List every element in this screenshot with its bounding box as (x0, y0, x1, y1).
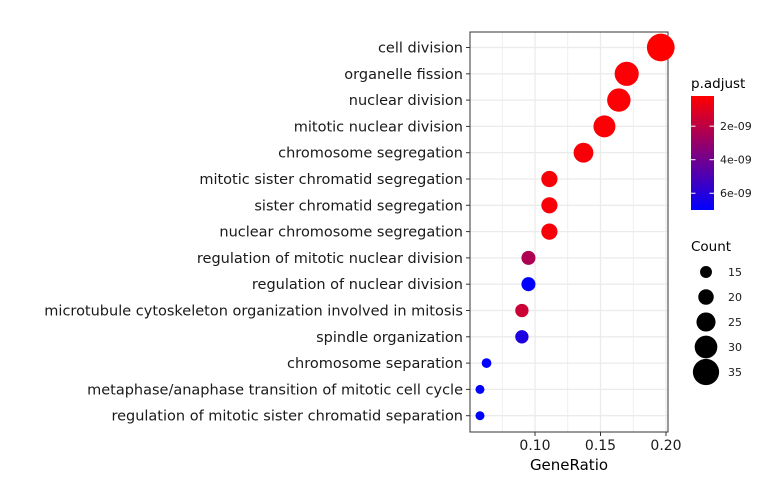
data-point (614, 61, 639, 86)
color-legend-label: 6e-09 (720, 187, 752, 200)
y-tick-label: sister chromatid segregation (254, 198, 463, 214)
y-tick-label: regulation of mitotic nuclear division (197, 251, 463, 267)
size-legend-circle (696, 312, 716, 332)
data-point (593, 115, 616, 138)
size-legend-label: 25 (728, 316, 742, 329)
data-point (521, 277, 536, 292)
size-legend-label: 30 (728, 341, 742, 354)
size-legend-label: 35 (728, 366, 742, 379)
data-point (541, 197, 558, 214)
x-tick-label: 0.10 (519, 438, 550, 454)
x-tick-label: 0.15 (585, 438, 616, 454)
size-legend-label: 15 (728, 266, 742, 279)
y-tick-label: chromosome separation (287, 356, 463, 372)
plot-area: cell division organelle fission nuclear di… (44, 31, 682, 474)
data-point (541, 223, 558, 240)
data-point (607, 88, 631, 112)
y-tick-label: metaphase/anaphase transition of mitotic… (87, 382, 463, 398)
y-tick-label: regulation of mitotic sister chromatid s… (111, 409, 463, 425)
data-point (646, 33, 675, 62)
x-axis-title: GeneRatio (530, 456, 608, 474)
color-legend-title: p.adjust (691, 76, 745, 92)
size-legend-circle (698, 289, 714, 305)
y-tick-label: organelle fission (344, 67, 463, 83)
legend-area: p.adjust 2e-09 4e-09 6e-09 Count 15 20 25 30 35 (691, 76, 752, 386)
color-bar (691, 96, 714, 210)
data-point (541, 170, 558, 188)
data-point (475, 411, 485, 421)
y-tick-label: microtubule cytoskeleton organization in… (44, 304, 463, 320)
data-point (521, 250, 536, 265)
data-point (515, 330, 529, 344)
y-tick-label: cell division (378, 41, 463, 57)
y-tick-label: chromosome segregation (278, 146, 463, 162)
y-tick-label: mitotic sister chromatid segregation (199, 172, 463, 188)
y-tick-label: nuclear division (349, 93, 463, 109)
data-point (573, 142, 594, 163)
size-legend-label: 20 (728, 291, 742, 304)
data-point (481, 358, 492, 368)
size-legend-title: Count (691, 239, 731, 255)
y-tick-label: regulation of nuclear division (252, 277, 463, 293)
data-point (515, 303, 529, 318)
y-tick-label: spindle organization (316, 330, 463, 346)
data-point (475, 384, 485, 394)
y-tick-label: nuclear chromosome segregation (219, 225, 463, 241)
size-legend-circle (694, 335, 718, 359)
y-tick-label: mitotic nuclear division (294, 119, 463, 135)
color-legend-label: 4e-09 (720, 154, 752, 167)
x-tick-label: 0.20 (650, 438, 681, 454)
size-legend-circle (700, 266, 712, 278)
color-legend-label: 2e-09 (720, 120, 752, 133)
size-legend-circle (692, 358, 720, 386)
